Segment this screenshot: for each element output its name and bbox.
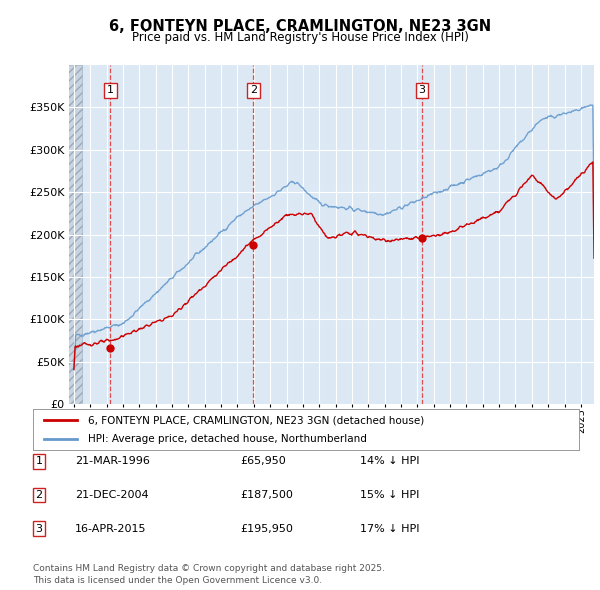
Text: 14% ↓ HPI: 14% ↓ HPI: [360, 457, 419, 466]
Text: 2: 2: [35, 490, 43, 500]
Bar: [66, 65, 82, 404]
Text: 1: 1: [35, 457, 43, 466]
Text: 16-APR-2015: 16-APR-2015: [75, 524, 146, 533]
Text: 6, FONTEYN PLACE, CRAMLINGTON, NE23 3GN (detached house): 6, FONTEYN PLACE, CRAMLINGTON, NE23 3GN …: [88, 415, 424, 425]
Text: 21-DEC-2004: 21-DEC-2004: [75, 490, 149, 500]
Text: HPI: Average price, detached house, Northumberland: HPI: Average price, detached house, Nort…: [88, 434, 367, 444]
Text: 21-MAR-1996: 21-MAR-1996: [75, 457, 150, 466]
Text: Contains HM Land Registry data © Crown copyright and database right 2025.
This d: Contains HM Land Registry data © Crown c…: [33, 565, 385, 585]
Text: 15% ↓ HPI: 15% ↓ HPI: [360, 490, 419, 500]
Text: £65,950: £65,950: [240, 457, 286, 466]
Text: 6, FONTEYN PLACE, CRAMLINGTON, NE23 3GN: 6, FONTEYN PLACE, CRAMLINGTON, NE23 3GN: [109, 19, 491, 34]
Text: 2: 2: [250, 86, 257, 96]
Text: £187,500: £187,500: [240, 490, 293, 500]
Text: 17% ↓ HPI: 17% ↓ HPI: [360, 524, 419, 533]
Text: 1: 1: [107, 86, 114, 96]
Text: £195,950: £195,950: [240, 524, 293, 533]
Text: 3: 3: [35, 524, 43, 533]
Text: Price paid vs. HM Land Registry's House Price Index (HPI): Price paid vs. HM Land Registry's House …: [131, 31, 469, 44]
Text: 3: 3: [419, 86, 425, 96]
